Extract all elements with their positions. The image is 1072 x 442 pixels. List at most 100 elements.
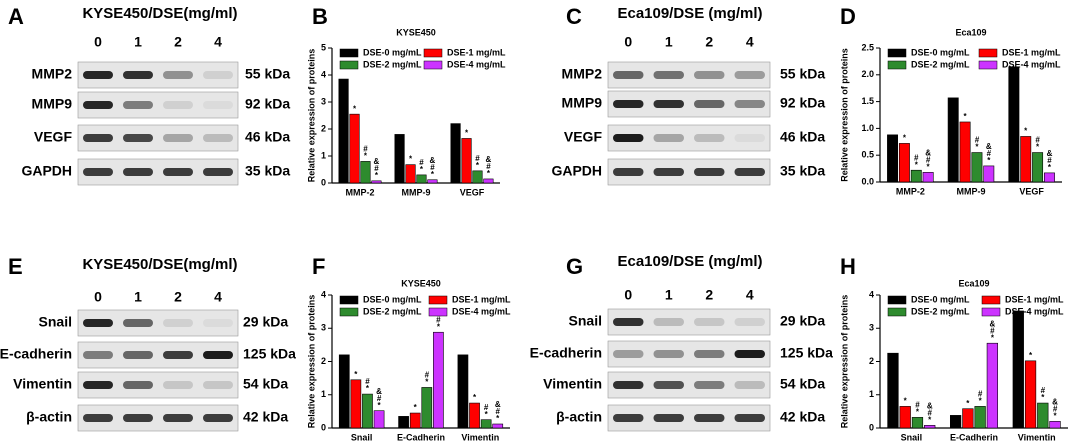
x-tick-label: Snail [351,432,373,442]
panel-letter: A [8,4,24,29]
significance-mark: & [430,156,436,165]
legend-label: DSE-4 mg/mL [1002,59,1061,69]
band [734,381,765,389]
y-tick-label: 4 [869,289,874,299]
significance-mark: & [495,400,501,409]
significance-mark: * [904,396,908,405]
bar [971,152,983,183]
kda-label: 92 kDa [245,96,290,112]
significance-mark: # [430,163,435,172]
significance-mark: & [1047,149,1053,158]
bar [949,415,962,429]
significance-mark: * [425,378,429,387]
bar [450,123,461,184]
legend-swatch [339,295,359,305]
chart-title: KYSE450 [401,278,441,288]
protein-label: Snail [569,313,602,329]
y-tick-label: 3 [321,323,326,333]
lane-label: 0 [94,289,102,305]
significance-mark: & [927,401,933,410]
band [694,381,725,389]
legend-swatch [981,307,1001,317]
y-tick-label: 4 [321,69,326,79]
protein-label: Vimentin [13,376,72,392]
legend-swatch [423,48,443,58]
protein-label: β-actin [26,409,72,425]
bar [469,402,480,429]
kda-label: 29 kDa [780,313,825,329]
kda-label: 35 kDa [245,163,290,179]
y-tick-label: 0.5 [861,150,874,160]
band [203,351,233,359]
legend-swatch [339,307,359,317]
y-tick-label: 5 [321,42,326,52]
legend-label: DSE-4 mg/mL [452,306,511,316]
bar [405,164,416,184]
legend-label: DSE-4 mg/mL [1005,306,1064,316]
legend-label: DSE-2 mg/mL [911,306,970,316]
significance-mark: # [1047,156,1052,165]
x-tick-label: Vimentin [1018,432,1056,442]
band [163,134,193,142]
significance-mark: # [486,162,491,171]
band [734,414,765,422]
significance-mark: # [496,407,501,416]
y-tick-label: 3 [321,96,326,106]
legend-swatch [428,295,448,305]
significance-mark: * [979,396,983,405]
significance-mark: * [928,415,932,424]
kda-label: 46 kDa [245,129,290,145]
bar [457,354,469,429]
bar [910,169,922,183]
lane-label: 1 [134,34,142,50]
x-tick-label: VEGF [460,187,485,197]
band [734,318,765,326]
band [653,350,684,358]
x-tick-label: MMP-2 [896,186,925,196]
chart-title: Eca109 [958,278,989,288]
significance-mark: * [465,129,469,138]
x-tick-label: MMP-9 [402,187,431,197]
y-tick-label: 2.0 [861,69,874,79]
bar [1032,152,1044,183]
significance-mark: # [374,164,379,173]
protein-label: Snail [39,314,72,330]
band [613,350,644,358]
kda-label: 29 kDa [243,314,288,330]
y-tick-label: 0.0 [861,176,874,186]
protein-label: VEGF [564,129,603,145]
significance-mark: * [364,152,368,161]
bar [371,180,382,184]
protein-label: E-cadherin [0,346,72,362]
lane-label: 0 [624,34,632,50]
significance-mark: # [365,377,370,386]
band [163,414,193,422]
bar [959,121,971,183]
bar [1024,360,1037,429]
blot-title: KYSE450/DSE(mg/ml) [82,5,237,22]
significance-mark: # [363,145,368,154]
y-tick-label: 2 [321,123,326,133]
bar [461,138,472,184]
significance-mark: * [916,407,920,416]
bar [492,423,504,429]
bar [338,354,350,429]
y-tick-label: 1.0 [861,123,874,133]
significance-mark: * [1024,127,1028,136]
significance-mark: * [473,393,477,402]
significance-mark: * [437,322,441,331]
chart-title: KYSE450 [396,27,436,37]
y-axis-label: Relative expression of proteins [839,295,849,429]
significance-mark: # [978,389,983,398]
band [123,351,153,359]
band [694,71,725,79]
protein-label: MMP2 [32,66,73,82]
significance-mark: # [484,403,489,412]
bar [1044,172,1055,183]
legend-label: DSE-4 mg/mL [447,59,506,69]
significance-mark: # [975,136,980,145]
band [123,71,153,79]
legend-swatch [428,307,448,317]
y-tick-label: 4 [321,289,326,299]
significance-mark: * [927,162,931,171]
